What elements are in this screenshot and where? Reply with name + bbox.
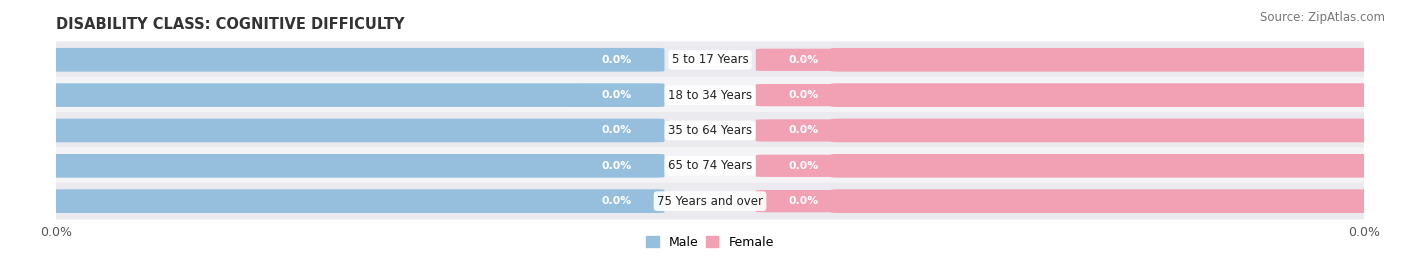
FancyBboxPatch shape <box>569 119 664 141</box>
FancyBboxPatch shape <box>756 155 851 177</box>
Text: 0.0%: 0.0% <box>789 90 818 100</box>
FancyBboxPatch shape <box>569 155 664 177</box>
Text: 35 to 64 Years: 35 to 64 Years <box>668 124 752 137</box>
Text: DISABILITY CLASS: COGNITIVE DIFFICULTY: DISABILITY CLASS: COGNITIVE DIFFICULTY <box>56 17 405 32</box>
FancyBboxPatch shape <box>49 48 664 72</box>
Text: 0.0%: 0.0% <box>789 196 818 206</box>
FancyBboxPatch shape <box>756 119 851 141</box>
FancyBboxPatch shape <box>569 49 664 71</box>
FancyBboxPatch shape <box>44 77 1376 114</box>
FancyBboxPatch shape <box>44 183 1376 220</box>
Text: 0.0%: 0.0% <box>602 90 631 100</box>
Text: 0.0%: 0.0% <box>602 55 631 65</box>
FancyBboxPatch shape <box>44 112 1376 149</box>
FancyBboxPatch shape <box>756 49 851 71</box>
Text: 0.0%: 0.0% <box>602 161 631 171</box>
FancyBboxPatch shape <box>756 190 851 212</box>
Text: 0.0%: 0.0% <box>602 125 631 136</box>
Text: 0.0%: 0.0% <box>789 161 818 171</box>
Text: 5 to 17 Years: 5 to 17 Years <box>672 53 748 66</box>
Text: Source: ZipAtlas.com: Source: ZipAtlas.com <box>1260 11 1385 24</box>
Legend: Male, Female: Male, Female <box>641 231 779 254</box>
FancyBboxPatch shape <box>44 147 1376 184</box>
FancyBboxPatch shape <box>831 48 1371 72</box>
Text: 65 to 74 Years: 65 to 74 Years <box>668 159 752 172</box>
FancyBboxPatch shape <box>569 190 664 212</box>
FancyBboxPatch shape <box>49 119 664 142</box>
FancyBboxPatch shape <box>569 84 664 106</box>
Text: 18 to 34 Years: 18 to 34 Years <box>668 89 752 102</box>
FancyBboxPatch shape <box>831 119 1371 142</box>
FancyBboxPatch shape <box>831 154 1371 178</box>
FancyBboxPatch shape <box>49 154 664 178</box>
Text: 0.0%: 0.0% <box>789 125 818 136</box>
Text: 0.0%: 0.0% <box>602 196 631 206</box>
FancyBboxPatch shape <box>49 83 664 107</box>
Text: 0.0%: 0.0% <box>789 55 818 65</box>
FancyBboxPatch shape <box>756 84 851 106</box>
FancyBboxPatch shape <box>831 83 1371 107</box>
FancyBboxPatch shape <box>44 41 1376 78</box>
FancyBboxPatch shape <box>49 189 664 213</box>
Text: 75 Years and over: 75 Years and over <box>657 195 763 208</box>
FancyBboxPatch shape <box>831 189 1371 213</box>
